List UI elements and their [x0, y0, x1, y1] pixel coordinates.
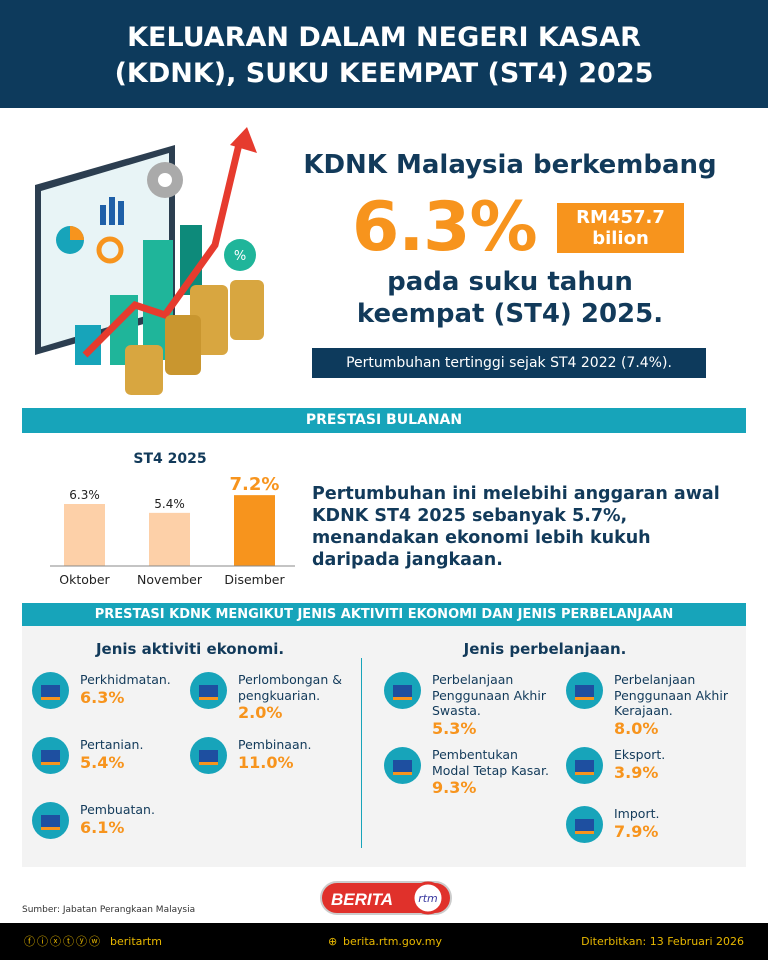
truck-icon — [32, 672, 69, 709]
highlight-note: Pertumbuhan tertinggi sejak ST4 2022 (7.… — [312, 348, 706, 378]
spending-item: Import. 7.9% — [566, 806, 739, 843]
item-label: Pembuatan. — [80, 802, 155, 817]
sector-panel — [22, 626, 746, 867]
monthly-description: Pertumbuhan ini melebihi anggaran awal K… — [312, 484, 720, 570]
category-label: Oktober — [59, 572, 110, 587]
growth-chart-coins-illustration: % — [35, 127, 264, 395]
website-link[interactable]: berita.rtm.gov.my — [343, 935, 443, 948]
monthly-bar-chart: 6.3% Oktober 5.4% November 7.2% Disember — [50, 474, 295, 587]
building-icon — [384, 747, 421, 784]
cargo-ship-icon — [566, 806, 603, 843]
footer-bar: ⓕⓘⓧⓣⓨⓦ beritartm ⊕ berita.rtm.gov.my Dit… — [0, 923, 768, 960]
item-value: 6.3% — [80, 687, 125, 707]
item-value: 9.3% — [432, 778, 477, 797]
headline: KDNK Malaysia berkembang — [303, 150, 717, 180]
bar-disember — [234, 495, 275, 566]
data-label: 5.4% — [154, 497, 185, 511]
data-label: 6.3% — [69, 488, 100, 502]
social-icons[interactable]: ⓕⓘⓧⓣⓨⓦ — [24, 935, 102, 948]
page-title: KELUARAN DALAM NEGERI KASAR (KDNK), SUKU… — [0, 0, 768, 108]
berita-rtm-logo: BERITA rtm — [320, 881, 452, 915]
gdp-amount-badge: RM457.7 bilion — [557, 203, 684, 253]
item-label: Perlombongan & pengkuarian. — [238, 672, 342, 703]
sector-section-header: PRESTASI KDNK MENGIKUT JENIS AKTIVITI EK… — [22, 603, 746, 626]
activity-item: Pembinaan. 11.0% — [190, 737, 348, 774]
bar-november — [149, 512, 190, 566]
spending-item: Perbelanjaan Penggunaan Akhir Swasta. 5.3… — [384, 672, 557, 739]
item-value: 3.9% — [614, 762, 659, 782]
item-value: 7.9% — [614, 821, 659, 841]
oil-rig-icon — [190, 672, 227, 709]
globe-icon: ⊕ — [328, 935, 338, 948]
item-value: 5.4% — [80, 752, 125, 772]
spending-heading: Jenis perbelanjaan. — [463, 640, 627, 658]
crane-icon — [190, 737, 227, 774]
source-text: Sumber: Jabatan Perangkaan Malaysia — [22, 905, 196, 915]
growth-rate: 6.3% — [352, 188, 538, 267]
activity-item: Pembuatan. 6.1% — [32, 802, 190, 839]
published-date: Diterbitkan: 13 Februari 2026 — [581, 935, 744, 948]
spending-item: Perbelanjaan Penggunaan Akhir Kerajaan. 8… — [566, 672, 739, 739]
item-label: Import. — [614, 806, 660, 821]
item-value: 2.0% — [238, 703, 283, 722]
activity-item: Pertanian. 5.4% — [32, 737, 190, 774]
svg-text:BERITA: BERITA — [331, 890, 393, 909]
social-handle[interactable]: beritartm — [110, 935, 162, 948]
spending-item: Eksport. 3.9% — [566, 747, 739, 784]
item-value: 11.0% — [238, 752, 294, 772]
period-text: pada suku tahun keempat (ST4) 2025. — [300, 266, 720, 330]
svg-text:rtm: rtm — [418, 892, 438, 905]
amount-value: RM457.7 — [576, 207, 665, 228]
bar-coin-icon — [384, 672, 421, 709]
item-label: Perbelanjaan Penggunaan Akhir Kerajaan. — [614, 672, 728, 718]
spending-item: Pembentukan Modal Tetap Kasar. 9.3% — [384, 747, 557, 798]
period-line-2: keempat (ST4) 2025. — [356, 299, 664, 329]
chart-title: ST4 2025 — [133, 451, 207, 467]
item-label: Perkhidmatan. — [80, 672, 171, 687]
activity-item: Perkhidmatan. 6.3% — [32, 672, 190, 709]
period-line-1: pada suku tahun — [387, 267, 633, 297]
bar-coin-icon — [566, 672, 603, 709]
factory-icon — [32, 802, 69, 839]
item-label: Eksport. — [614, 747, 666, 762]
category-label: November — [137, 572, 203, 587]
monthly-section-header: PRESTASI BULANAN — [22, 408, 746, 433]
item-label: Pertanian. — [80, 737, 144, 752]
title-line-1: KELUARAN DALAM NEGERI KASAR — [127, 22, 641, 53]
activity-item: Perlombongan & pengkuarian. 2.0% — [190, 672, 348, 723]
item-value: 5.3% — [432, 718, 477, 738]
amount-unit: bilion — [592, 228, 649, 249]
bar-oktober — [64, 504, 105, 566]
title-line-2: (KDNK), SUKU KEEMPAT (ST4) 2025 — [114, 58, 654, 89]
item-label: Pembinaan. — [238, 737, 312, 752]
category-label: Disember — [224, 572, 285, 587]
activity-heading: Jenis aktiviti ekonomi. — [95, 640, 285, 658]
item-value: 8.0% — [614, 718, 659, 738]
column-divider — [361, 658, 362, 848]
plant-icon — [32, 737, 69, 774]
item-label: Perbelanjaan Penggunaan Akhir Swasta. — [432, 672, 546, 718]
data-label: 7.2% — [230, 474, 280, 495]
airplane-icon — [566, 747, 603, 784]
percent-badge: % — [234, 249, 246, 264]
item-label: Pembentukan Modal Tetap Kasar. — [432, 747, 549, 778]
item-value: 6.1% — [80, 817, 125, 837]
